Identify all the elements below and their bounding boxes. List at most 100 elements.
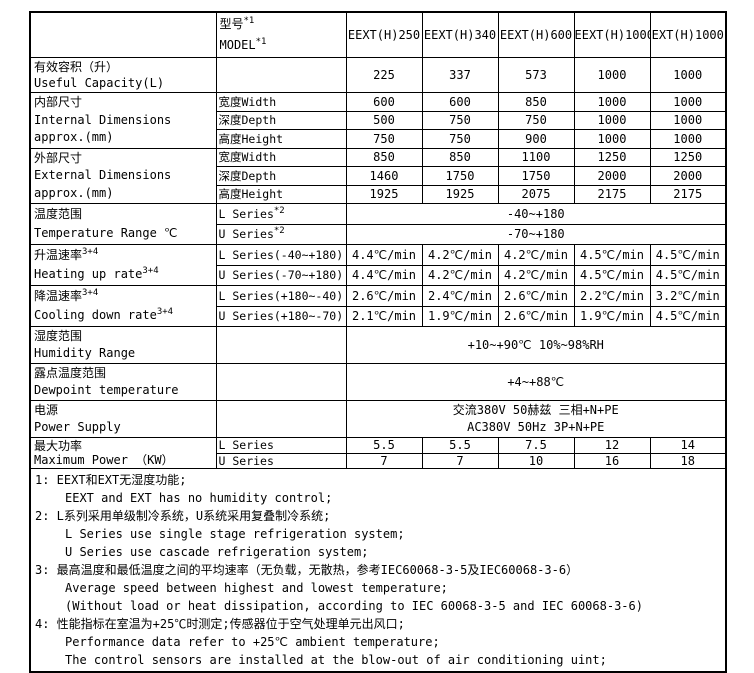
note-3-en-2: (Without load or heat dissipation, accor… xyxy=(65,599,643,613)
model-column-header: EXT(H)1000 xyxy=(649,11,727,58)
rate-value: 4.5℃/min xyxy=(573,244,651,266)
humidity-row: 湿度范围 Humidity Range +10~+90℃ 10%~98%RH xyxy=(29,326,727,364)
power-supply-value: 交流380V 50赫兹 三相+N+PE AC380V 50Hz 3P+N+PE xyxy=(345,400,727,438)
cooling-u-row: U Series(+180~-70) 2.1℃/min 1.9℃/min 2.6… xyxy=(30,305,727,327)
footnote-ref: *1 xyxy=(255,37,267,47)
humidity-value: +10~+90℃ 10%~98%RH xyxy=(345,326,727,364)
rate-value: 2.6℃/min xyxy=(497,305,575,327)
note-1-cn: 1: EEXT和EXT无湿度功能; xyxy=(35,473,187,487)
power-value: 7.5 xyxy=(497,437,575,454)
power-value: 5.5 xyxy=(345,437,423,454)
dim-value: 1250 xyxy=(573,147,651,167)
footnote-ref: 3+4 xyxy=(156,307,174,317)
capacity-value: 1000 xyxy=(573,57,651,93)
rate-value: 4.5℃/min xyxy=(573,264,651,286)
max-power-l-row: 最大功率 Maximum Power （KW） L Series 5.5 5.5… xyxy=(29,437,727,469)
note-3-en-1: Average speed between highest and lowest… xyxy=(65,581,448,595)
external-depth-row: 深度Depth 1460 1750 1750 2000 2000 xyxy=(30,166,727,186)
dim-value: 1000 xyxy=(649,92,727,112)
dim-value: 850 xyxy=(421,147,499,167)
dim-value: 1000 xyxy=(573,92,651,112)
dim-value: 1000 xyxy=(573,110,651,130)
rate-value: 2.2℃/min xyxy=(573,285,651,307)
external-width-row: 外部尺寸 External Dimensions approx.(mm) 宽度W… xyxy=(29,147,727,204)
dim-value: 500 xyxy=(345,110,423,130)
empty-cell xyxy=(215,326,347,364)
dim-value: 750 xyxy=(345,129,423,149)
rate-value: 4.2℃/min xyxy=(421,264,499,286)
rate-value: 4.2℃/min xyxy=(497,244,575,266)
temp-range-l-row: 温度范围 Temperature Range ℃ L Series*2 -40~… xyxy=(29,203,727,245)
footnotes: 1: EEXT和EXT无湿度功能; EEXT and EXT has no hu… xyxy=(29,468,727,673)
dewpoint-row: 露点温度范围 Dewpoint temperature +4~+88℃ xyxy=(29,363,727,401)
dim-value: 1100 xyxy=(497,147,575,167)
footnote-ref: *2 xyxy=(273,226,285,237)
rate-value: 4.2℃/min xyxy=(421,244,499,266)
footnote-ref: *1 xyxy=(243,16,255,26)
internal-depth-row: 深度Depth 500 750 750 1000 1000 xyxy=(30,110,727,130)
heating-l-row: 升温速率3+4 Heating up rate3+4 L Series(-40~… xyxy=(29,244,727,286)
dim-value: 1750 xyxy=(421,166,499,186)
dim-value: 1000 xyxy=(649,129,727,149)
dim-value: 1750 xyxy=(497,166,575,186)
dim-value: 900 xyxy=(497,129,575,149)
rate-value: 3.2℃/min xyxy=(649,285,727,307)
footnote-ref: 3+4 xyxy=(142,266,159,276)
empty-cell xyxy=(215,57,347,93)
dim-sub-label: 宽度Width xyxy=(215,92,347,112)
cooling-rate-label: 降温速率3+4 Cooling down rate3+4 xyxy=(29,285,217,327)
dim-value: 600 xyxy=(421,92,499,112)
header-row: 型号*1 MODEL*1 EEXT(H)250 EEXT(H)340 EEXT(… xyxy=(29,11,727,58)
model-header-cell: 型号*1 MODEL*1 xyxy=(215,11,347,58)
note-4-cn: 4: 性能指标在室温为+25℃时测定;传感器位于空气处理单元出风口; xyxy=(35,617,405,631)
model-column-header: EEXT(H)340 xyxy=(421,11,499,58)
dim-sub-label: 深度Depth xyxy=(215,110,347,130)
dewpoint-value: +4~+88℃ xyxy=(345,363,727,401)
note-4-en-2: The control sensors are installed at the… xyxy=(65,653,607,667)
spec-table: 型号*1 MODEL*1 EEXT(H)250 EEXT(H)340 EEXT(… xyxy=(29,11,727,673)
capacity-value: 225 xyxy=(345,57,423,93)
internal-dims-label: 内部尺寸 Internal Dimensions approx.(mm) xyxy=(29,92,217,149)
empty-cell xyxy=(215,400,347,438)
humidity-label: 湿度范围 Humidity Range xyxy=(29,326,217,364)
rate-value: 1.9℃/min xyxy=(573,305,651,327)
temp-range-value: -70~+180 xyxy=(345,223,727,245)
rate-value: 4.5℃/min xyxy=(649,264,727,286)
rate-value: 2.6℃/min xyxy=(345,285,423,307)
model-column-header: EEXT(H)250 xyxy=(345,11,423,58)
rate-value: 2.1℃/min xyxy=(345,305,423,327)
dim-value: 1925 xyxy=(345,184,423,204)
temp-range-value: -40~+180 xyxy=(345,203,727,225)
dim-value: 2175 xyxy=(573,184,651,204)
dim-value: 1925 xyxy=(421,184,499,204)
dim-sub-label: 高度Height xyxy=(215,184,347,204)
dim-value: 600 xyxy=(345,92,423,112)
note-2-en-l: L Series use single stage refrigeration … xyxy=(65,527,405,541)
series-sub-label: U Series xyxy=(215,452,347,469)
series-sub-label: L Series xyxy=(215,437,347,454)
external-dims-label: 外部尺寸 External Dimensions approx.(mm) xyxy=(29,147,217,204)
rate-value: 4.4℃/min xyxy=(345,244,423,266)
capacity-row: 有效容积（升） Useful Capacity(L) 225 337 573 1… xyxy=(29,57,727,93)
external-height-row: 高度Height 1925 1925 2075 2175 2175 xyxy=(30,184,727,204)
note-3-cn: 3: 最高温度和最低温度之间的平均速率（无负载，无散热，参考IEC60068-3… xyxy=(35,563,579,577)
power-value: 18 xyxy=(649,452,727,469)
note-4-en-1: Performance data refer to +25℃ ambient t… xyxy=(65,635,440,649)
dim-value: 2175 xyxy=(649,184,727,204)
power-value: 16 xyxy=(573,452,651,469)
footnote-ref: 3+4 xyxy=(82,247,99,257)
power-value: 7 xyxy=(421,452,499,469)
power-supply-label: 电源 Power Supply xyxy=(29,400,217,438)
max-power-u-row: U Series 7 7 10 16 18 xyxy=(30,452,727,469)
dim-value: 2075 xyxy=(497,184,575,204)
cooling-l-row: 降温速率3+4 Cooling down rate3+4 L Series(+1… xyxy=(29,285,727,327)
capacity-value: 1000 xyxy=(649,57,727,93)
capacity-value: 573 xyxy=(497,57,575,93)
temp-range-label: 温度范围 Temperature Range ℃ xyxy=(29,203,217,245)
dim-value: 750 xyxy=(421,129,499,149)
empty-cell xyxy=(215,363,347,401)
series-sub-label: U Series(+180~-70) xyxy=(215,305,347,327)
power-value: 7 xyxy=(345,452,423,469)
capacity-label: 有效容积（升） Useful Capacity(L) xyxy=(29,57,217,93)
power-value: 14 xyxy=(649,437,727,454)
